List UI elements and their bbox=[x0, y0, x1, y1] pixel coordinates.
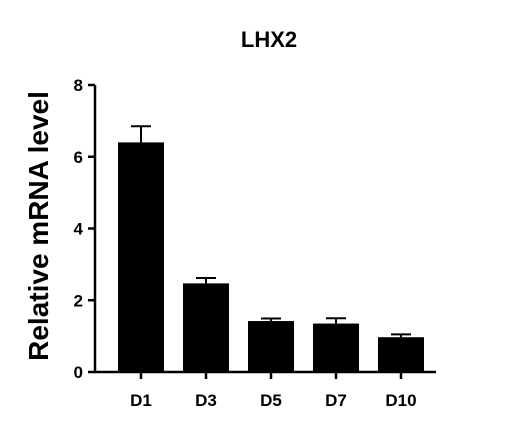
y-tick-label: 4 bbox=[74, 220, 84, 239]
bar-d10 bbox=[378, 337, 424, 372]
bar-d7 bbox=[313, 323, 359, 372]
y-tick-label: 6 bbox=[74, 148, 83, 167]
x-tick-label-d10: D10 bbox=[385, 391, 416, 410]
bar-d1 bbox=[118, 142, 164, 372]
plot-area: 0 2 4 6 8 D1 D3 D5 D7 D10 bbox=[74, 76, 436, 410]
bar-d5 bbox=[248, 321, 294, 372]
x-tick-label-d1: D1 bbox=[130, 391, 152, 410]
x-tick-label-d3: D3 bbox=[195, 391, 217, 410]
y-axis-label: Relative mRNA level bbox=[23, 91, 54, 361]
y-tick-label: 2 bbox=[74, 291, 83, 310]
y-tick-label: 8 bbox=[74, 76, 83, 95]
y-tick-label: 0 bbox=[74, 363, 83, 382]
x-tick-label-d7: D7 bbox=[325, 391, 347, 410]
chart-title: LHX2 bbox=[241, 27, 297, 52]
bar-d3 bbox=[183, 283, 229, 372]
x-tick-label-d5: D5 bbox=[260, 391, 282, 410]
